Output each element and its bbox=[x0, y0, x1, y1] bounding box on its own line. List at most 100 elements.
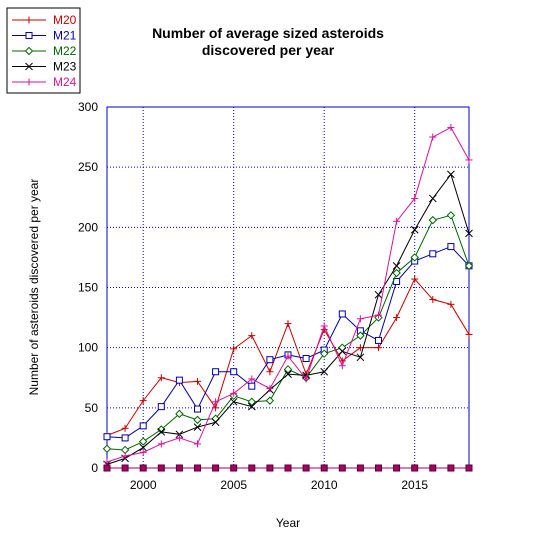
y-tick-label: 300 bbox=[78, 100, 98, 114]
series-m20-point bbox=[157, 374, 165, 382]
series-m21-point bbox=[248, 382, 256, 390]
series-m20-point bbox=[266, 368, 274, 376]
series-m21-point bbox=[212, 368, 220, 376]
y-tick-label: 250 bbox=[78, 160, 98, 174]
baseline-point bbox=[302, 464, 310, 472]
legend-label-m22: M22 bbox=[53, 44, 77, 58]
legend-label-m20: M20 bbox=[53, 13, 77, 27]
marker-stroke bbox=[392, 261, 401, 270]
baseline-markers bbox=[103, 464, 473, 472]
series-m24 bbox=[103, 123, 473, 466]
series-m24-point bbox=[157, 440, 165, 448]
marker-stroke bbox=[25, 62, 33, 71]
x-tick-label: 2010 bbox=[311, 478, 338, 492]
series-m20-point bbox=[465, 330, 473, 338]
series-m22-point bbox=[265, 396, 275, 405]
y-tick-label: 50 bbox=[85, 401, 99, 415]
marker-stroke bbox=[139, 443, 148, 452]
series-m22-point bbox=[247, 397, 257, 407]
legend-item-m20: M20 bbox=[12, 13, 77, 27]
series-m24-point bbox=[284, 352, 292, 360]
legend-label-m24: M24 bbox=[53, 75, 77, 89]
baseline-point bbox=[121, 464, 129, 472]
marker-stroke bbox=[284, 370, 292, 378]
series-m24-point bbox=[429, 133, 437, 141]
marker-stroke bbox=[410, 225, 419, 234]
series-m24-point bbox=[212, 398, 220, 406]
legend-item-m24: M24 bbox=[12, 75, 77, 89]
baseline-point bbox=[465, 464, 473, 472]
baseline-point bbox=[356, 464, 364, 472]
series-m22-point bbox=[428, 215, 438, 225]
series-m23-point bbox=[320, 367, 329, 376]
series-m21-point bbox=[266, 356, 274, 364]
marker-stroke bbox=[211, 418, 220, 427]
baseline-point bbox=[429, 464, 437, 472]
series-m24-point bbox=[175, 434, 183, 442]
series-m21-point bbox=[447, 243, 455, 251]
series-m21-point bbox=[103, 433, 111, 441]
grid bbox=[107, 107, 469, 468]
marker-stroke bbox=[338, 347, 347, 356]
series-m20-point bbox=[284, 320, 292, 328]
series-m22-point bbox=[446, 211, 456, 220]
marker-stroke bbox=[428, 194, 437, 203]
series-m21-point bbox=[375, 336, 382, 344]
series-m23-point bbox=[338, 347, 347, 356]
legend-swatch-marker bbox=[25, 16, 33, 24]
legend-label-m21: M21 bbox=[53, 29, 77, 43]
series-m24-point bbox=[103, 458, 111, 466]
series-m22-point bbox=[175, 409, 184, 419]
legend-swatch-marker bbox=[24, 46, 34, 56]
baseline-point bbox=[230, 464, 238, 472]
baseline-point bbox=[139, 464, 147, 472]
baseline-point bbox=[212, 464, 220, 472]
series-m24-point bbox=[121, 452, 129, 460]
series-m22-point bbox=[319, 349, 329, 358]
marker-stroke bbox=[374, 290, 383, 299]
baseline-point bbox=[338, 464, 346, 472]
series-m20-point bbox=[393, 314, 401, 322]
series-m24-point bbox=[139, 448, 147, 456]
y-tick-label: 150 bbox=[78, 281, 98, 295]
series-m24-point bbox=[338, 362, 346, 370]
series-m24-point bbox=[248, 375, 256, 383]
series-m24-point bbox=[230, 389, 238, 397]
baseline-point bbox=[284, 464, 292, 472]
series-m21-point bbox=[338, 310, 346, 318]
x-axis-label: Year bbox=[276, 516, 300, 530]
series-m23-point bbox=[284, 370, 292, 378]
series-m20-point bbox=[375, 344, 382, 352]
marker-stroke bbox=[247, 402, 256, 411]
series-m24-point bbox=[465, 156, 473, 164]
baseline-point bbox=[320, 464, 328, 472]
y-tick-label: 200 bbox=[78, 220, 98, 234]
series-m22-point bbox=[138, 437, 148, 446]
series-m20-point bbox=[230, 345, 238, 353]
series-m20-point bbox=[121, 424, 129, 432]
series-m23-point bbox=[465, 229, 473, 238]
series-m24-point bbox=[356, 315, 364, 323]
baseline-point bbox=[411, 464, 419, 472]
series-m24-point bbox=[194, 440, 201, 448]
legend-swatch-marker bbox=[25, 62, 33, 71]
series-m22-point bbox=[392, 268, 401, 278]
series-m21-point bbox=[302, 354, 310, 362]
series-m23-point bbox=[139, 443, 148, 452]
baseline-point bbox=[157, 464, 165, 472]
series-m21-point bbox=[121, 434, 129, 442]
series-m23-point bbox=[247, 402, 256, 411]
series-m23-point bbox=[175, 430, 184, 439]
series-m23-point bbox=[193, 423, 202, 431]
series-m21-point bbox=[429, 250, 437, 258]
legend-swatch-marker bbox=[25, 32, 33, 39]
baseline-point bbox=[248, 464, 256, 472]
series-m24-point bbox=[411, 194, 419, 202]
series-m23-point bbox=[356, 353, 365, 362]
series-m20-point bbox=[194, 377, 201, 385]
series-m20-point bbox=[411, 275, 419, 283]
x-tick-label: 2000 bbox=[130, 478, 157, 492]
series-layer bbox=[102, 123, 474, 469]
series-m24-point bbox=[375, 311, 382, 319]
